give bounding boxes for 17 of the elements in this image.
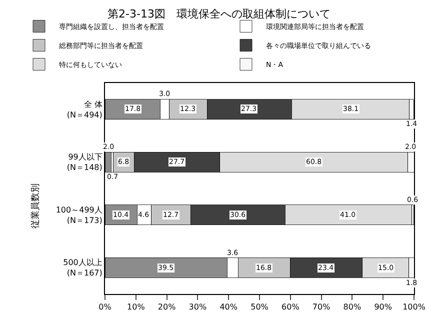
x-tick-label: 40% [220, 302, 238, 312]
x-tick-label: 70% [312, 302, 331, 312]
y-tick-label: 500人以上 (N＝167) [63, 258, 102, 278]
y-tick-label: 99人以下 (N＝148) [66, 152, 102, 172]
x-tick-label: 30% [188, 302, 207, 312]
chart-title: 第2-3-13図 環境保全への取組体制について [108, 7, 330, 20]
x-tick-label: 20% [158, 302, 176, 312]
x-tick-label: 60% [282, 302, 300, 312]
x-tick-label: 80% [343, 302, 362, 312]
x-tick-label: 90% [374, 302, 392, 312]
x-tick-label: 50% [250, 302, 269, 312]
x-tick-label: 10% [127, 302, 146, 312]
x-tick-label: 100% [402, 302, 426, 312]
y-tick-label: 100～499人 (N＝173) [56, 205, 102, 225]
text: 従業員数別 [30, 183, 42, 228]
x-tick-label: 0% [98, 302, 112, 312]
y-tick-label: 全 体 (N＝494) [66, 100, 102, 120]
